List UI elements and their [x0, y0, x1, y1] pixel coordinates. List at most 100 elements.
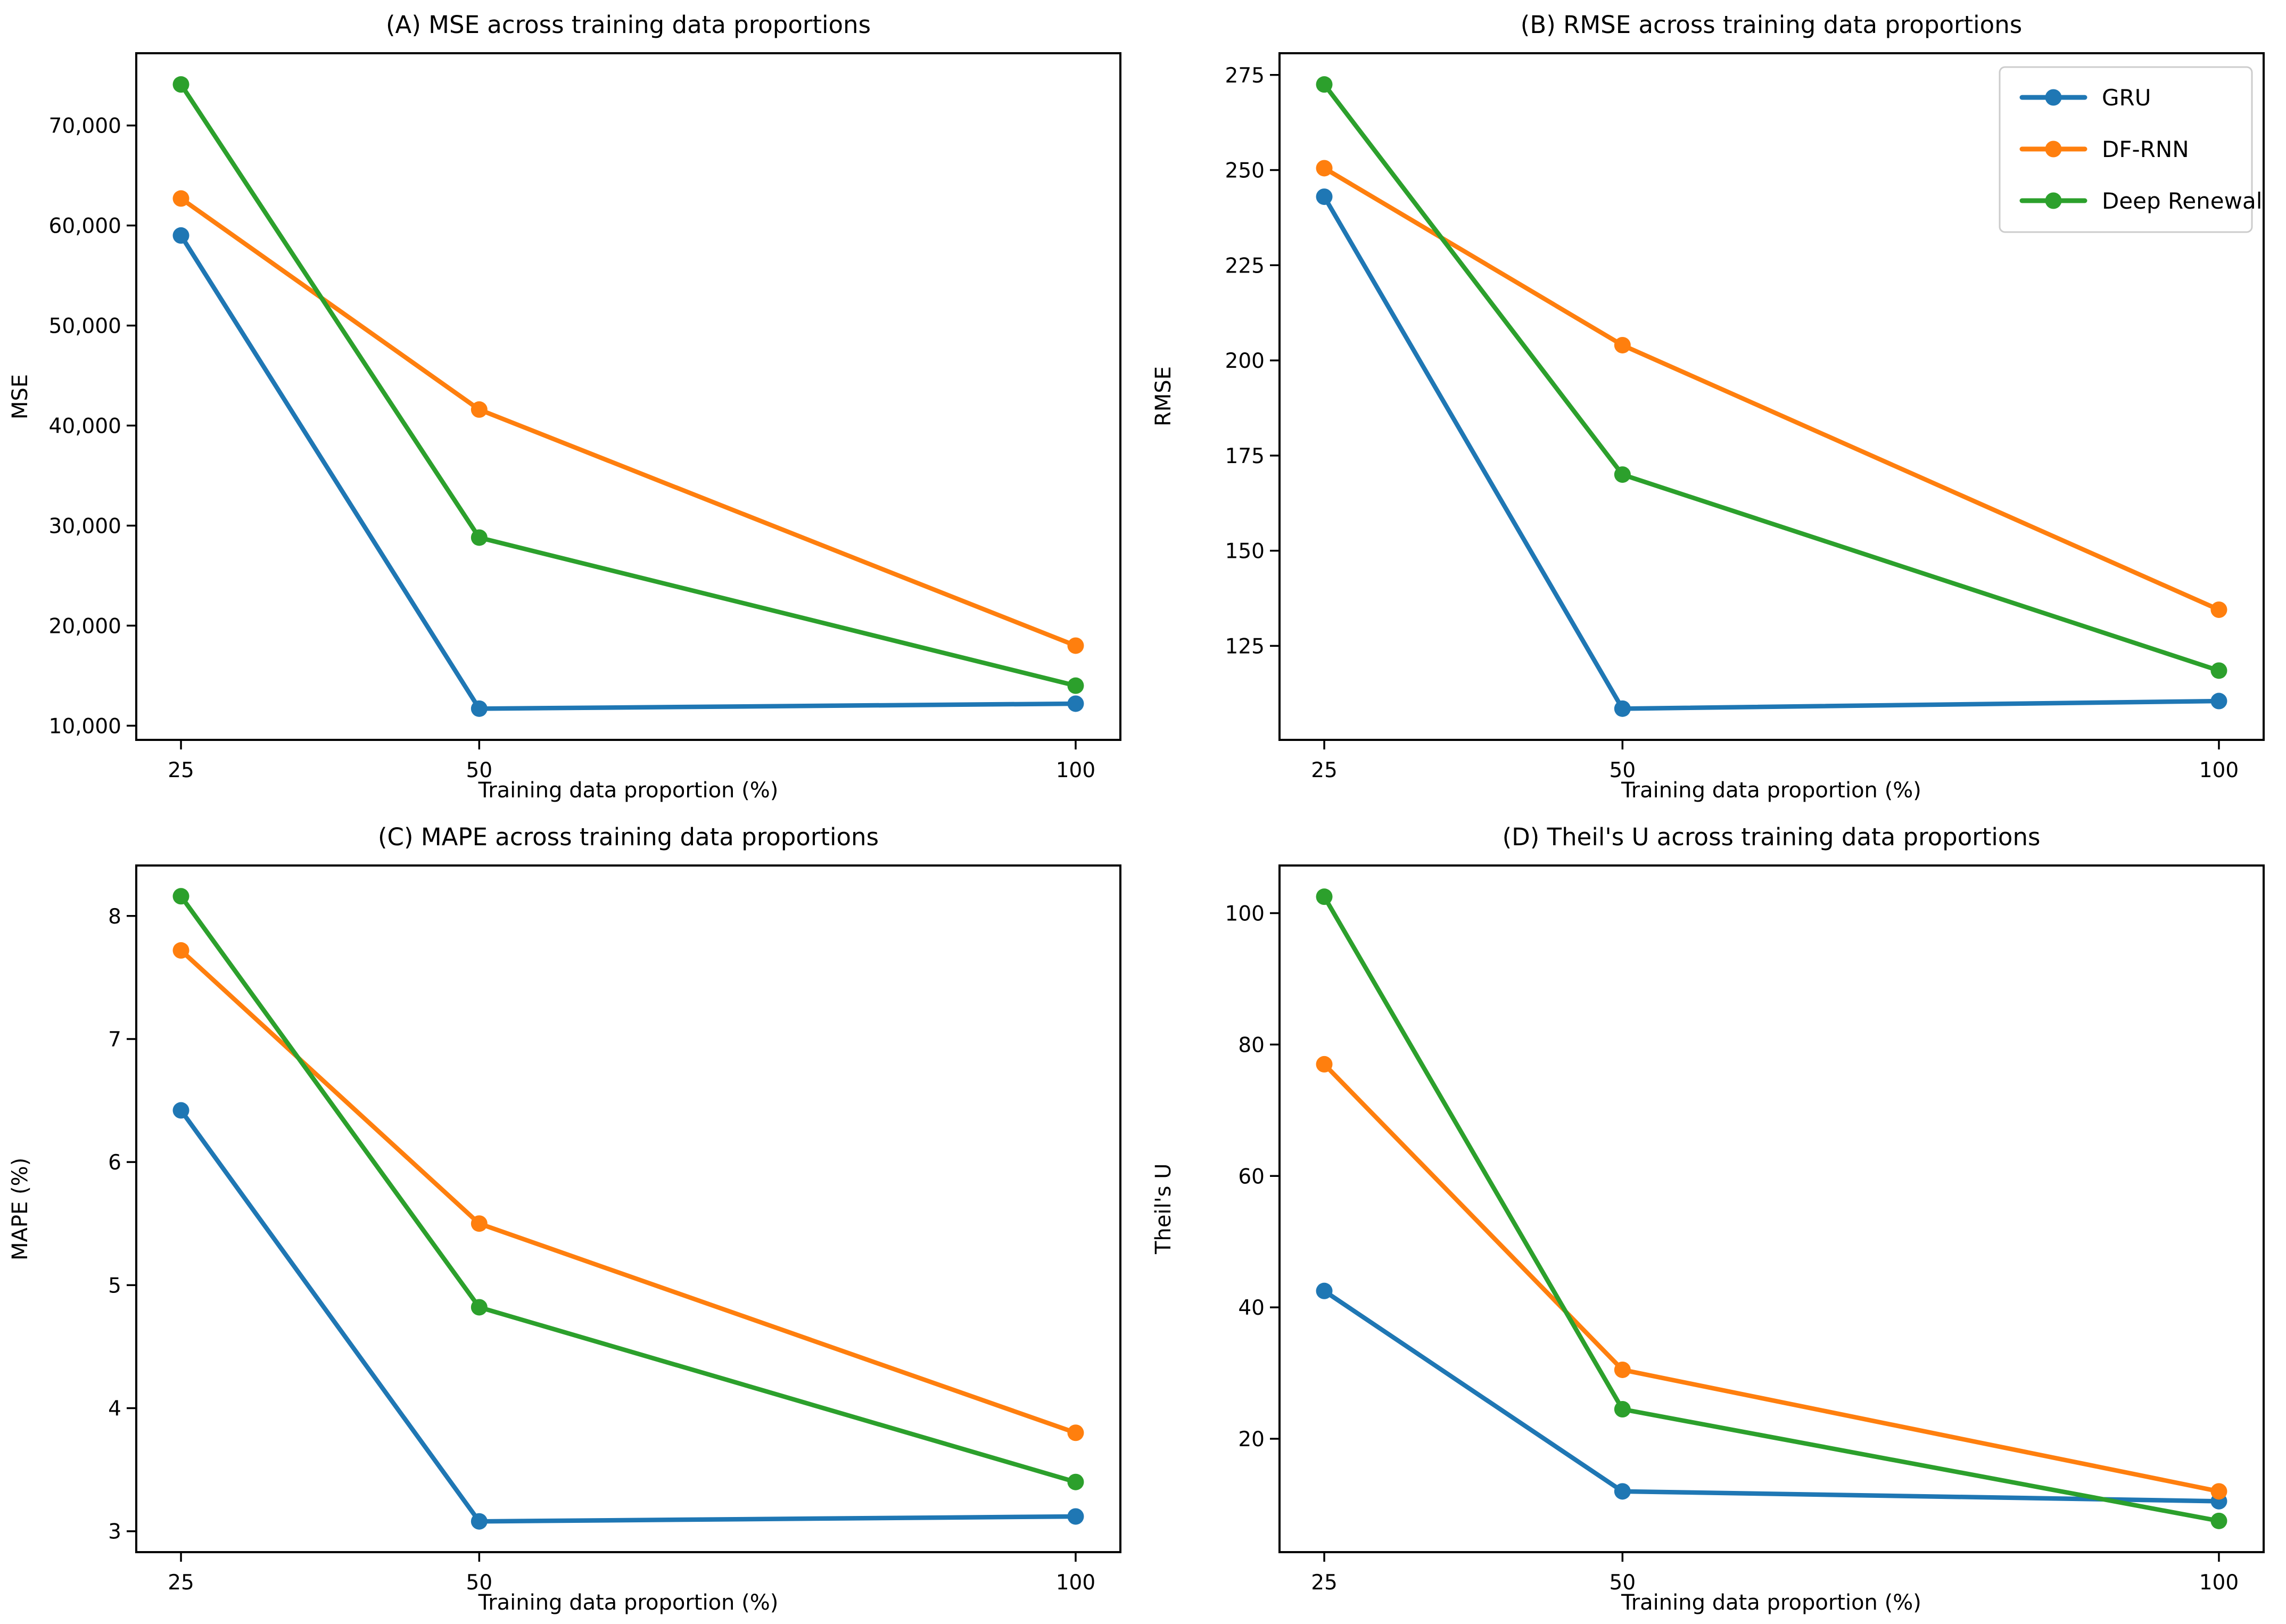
y-tick-label: 50,000	[49, 315, 121, 339]
legend-item-gru: GRU	[2019, 85, 2151, 111]
panel-mape: (C) MAPE across training data proportion…	[0, 812, 1143, 1624]
series-marker-gru	[1614, 700, 1631, 717]
axes-frame	[1278, 864, 2265, 1553]
legend-box	[1999, 66, 2252, 233]
series-marker-deep-renewal	[1316, 76, 1333, 93]
x-tick-label: 25	[1311, 759, 1338, 782]
series-marker-df-rnn	[1614, 336, 1631, 353]
series-marker-deep-renewal	[2210, 1512, 2227, 1529]
legend-sample-marker	[2045, 141, 2061, 158]
series-marker-gru	[471, 1513, 488, 1530]
series-marker-deep-renewal	[1067, 677, 1084, 694]
y-tick-label: 100	[1225, 902, 1264, 926]
panel-title-mape: (C) MAPE across training data proportion…	[377, 822, 879, 851]
legend-label: DF-RNN	[2102, 136, 2189, 162]
legend-sample-marker	[2045, 89, 2061, 106]
series-marker-deep-renewal	[1067, 1473, 1084, 1490]
x-axis-label-rmse: Training data proportion (%)	[1621, 778, 1921, 803]
chart-canvas-mse: 25 50 100 10,000 20,000 30,000 40,000 50,000 60,…	[49, 52, 1121, 782]
x-axis-label-mape: Training data proportion (%)	[478, 1590, 779, 1615]
series-marker-gru	[1614, 1482, 1631, 1499]
series-marker-df-rnn	[172, 942, 189, 959]
y-axis-label-mse: MSE	[8, 374, 32, 419]
panel-mse: (A) MSE across training data proportions…	[0, 0, 1143, 812]
series-marker-df-rnn	[1316, 1056, 1333, 1073]
series-marker-gru	[172, 227, 189, 244]
y-tick-label: 80	[1238, 1033, 1265, 1057]
chart-canvas-rmse: 25 50 100 125 150 175 200 225 250 275 GRU DF-RNN Dee…	[1225, 52, 2265, 782]
y-tick-label: 30,000	[49, 514, 121, 538]
x-axis-label-mse: Training data proportion (%)	[478, 778, 779, 803]
series-marker-deep-renewal	[172, 76, 189, 93]
legend-label: Deep Renewal	[2102, 188, 2262, 214]
series-marker-deep-renewal	[1614, 466, 1631, 483]
x-tick-label: 100	[1056, 759, 1095, 782]
legend-item-deep-renewal: Deep Renewal	[2019, 188, 2262, 214]
panel-theils-u: (D) Theil's U across training data propo…	[1143, 812, 2286, 1624]
series-marker-gru	[1316, 1282, 1333, 1299]
panel-title-mse: (A) MSE across training data proportions	[385, 11, 871, 39]
series-marker-df-rnn	[1316, 160, 1333, 177]
panel-title-theils-u: (D) Theil's U across training data propo…	[1502, 822, 2041, 851]
y-tick-label: 150	[1225, 540, 1264, 564]
series-marker-df-rnn	[1614, 1361, 1631, 1378]
x-tick-label: 25	[1311, 1571, 1338, 1595]
y-tick-label: 6	[108, 1151, 121, 1175]
series-marker-gru	[471, 700, 488, 717]
series-marker-df-rnn	[1067, 1424, 1084, 1441]
chart-canvas-theils-u: 25 50 100 20 40 60 80 100	[1225, 864, 2265, 1595]
y-tick-label: 7	[108, 1027, 121, 1051]
series-marker-gru	[172, 1102, 189, 1119]
y-tick-label: 20	[1238, 1428, 1265, 1452]
y-tick-label: 3	[108, 1520, 121, 1544]
legend-sample-marker	[2045, 192, 2061, 209]
series-marker-df-rnn	[2210, 601, 2227, 618]
plot-background	[1279, 865, 2264, 1552]
y-axis-label-mape: MAPE (%)	[8, 1157, 32, 1260]
series-marker-gru	[1067, 1507, 1084, 1524]
y-tick-label: 125	[1225, 634, 1264, 658]
axes-frame	[135, 864, 1121, 1553]
y-tick-label: 5	[108, 1274, 121, 1298]
panel-title-rmse: (B) RMSE across training data proportion…	[1520, 11, 2023, 39]
x-axis-label-theils-u: Training data proportion (%)	[1621, 1590, 1921, 1615]
y-tick-label: 40	[1238, 1296, 1265, 1320]
y-tick-label: 225	[1225, 254, 1264, 278]
x-tick-label: 25	[168, 1571, 194, 1595]
series-marker-deep-renewal	[471, 529, 488, 546]
series-marker-df-rnn	[172, 190, 189, 207]
plot-background	[136, 53, 1120, 740]
x-tick-label: 50	[1609, 759, 1636, 782]
y-tick-label: 20,000	[49, 614, 121, 638]
legend-item-df-rnn: DF-RNN	[2019, 136, 2189, 162]
x-tick-label: 25	[168, 759, 194, 782]
series-marker-deep-renewal	[172, 887, 189, 904]
series-marker-deep-renewal	[471, 1298, 488, 1315]
y-axis-label-rmse: RMSE	[1151, 366, 1176, 427]
y-tick-label: 275	[1225, 64, 1264, 88]
y-tick-label: 175	[1225, 444, 1264, 468]
x-tick-label: 50	[466, 759, 493, 782]
chart-canvas-mape: 25 50 100 3 4 5 6 7 8	[108, 864, 1121, 1595]
x-tick-label: 100	[2199, 759, 2238, 782]
x-tick-label: 50	[466, 1571, 493, 1595]
y-tick-label: 40,000	[49, 415, 121, 439]
x-tick-label: 100	[1056, 1571, 1095, 1595]
series-marker-gru	[2210, 693, 2227, 710]
series-marker-df-rnn	[471, 401, 488, 418]
y-tick-label: 4	[108, 1397, 121, 1421]
series-marker-deep-renewal	[1614, 1400, 1631, 1417]
y-tick-label: 60,000	[49, 215, 121, 238]
axes-frame	[1278, 52, 2265, 741]
series-marker-df-rnn	[471, 1215, 488, 1232]
panel-rmse: (B) RMSE across training data proportion…	[1143, 0, 2286, 812]
y-tick-label: 200	[1225, 349, 1264, 373]
y-tick-label: 8	[108, 904, 121, 928]
series-marker-gru	[1316, 188, 1333, 205]
y-axis-label-theils-u: Theil's U	[1151, 1163, 1176, 1254]
y-tick-label: 250	[1225, 159, 1264, 183]
y-tick-label: 60	[1238, 1165, 1265, 1189]
y-tick-label: 10,000	[49, 714, 121, 738]
series-marker-deep-renewal	[1316, 888, 1333, 905]
